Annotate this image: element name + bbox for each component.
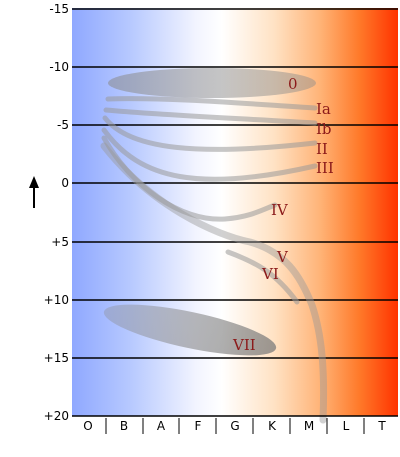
spectral-label-k: K — [268, 419, 277, 433]
y-tick-plus5: +5 — [51, 235, 69, 249]
y-tick-plus15: +15 — [44, 351, 69, 365]
band-ii — [102, 115, 318, 152]
label-class-iv: IV — [271, 201, 289, 219]
label-class-vii: VII — [232, 336, 256, 354]
band-vi — [225, 249, 300, 305]
magnitude-gridlines — [72, 8, 398, 359]
band-0 — [108, 68, 316, 98]
spectral-label-a: A — [157, 419, 166, 433]
band-main-sequence — [100, 142, 328, 424]
spectral-label-l: L — [343, 419, 350, 433]
band-ia — [105, 96, 318, 111]
spectral-label-m: M — [304, 419, 314, 433]
y-tick-plus20: +20 — [44, 409, 69, 423]
label-class-ib: Ib — [316, 120, 332, 138]
label-class-iii: III — [316, 159, 334, 177]
spectral-label-o: O — [83, 419, 92, 433]
spectral-label-t: T — [377, 419, 386, 433]
y-tick-0: 0 — [61, 176, 69, 190]
y-tick-minus5: -5 — [57, 118, 69, 132]
spectral-label-f: F — [195, 419, 202, 433]
band-ib — [103, 107, 318, 126]
y-tick-minus10: -10 — [49, 60, 69, 74]
label-class-vi: VI — [261, 265, 279, 283]
label-class-0: 0 — [288, 75, 298, 93]
spectral-label-g: G — [230, 419, 239, 433]
label-class-ia: Ia — [316, 100, 331, 118]
label-class-ii: II — [316, 140, 328, 158]
spectral-axis: O B A F G K M L T — [72, 415, 398, 434]
y-tick-minus15: -15 — [49, 2, 69, 16]
label-class-v: V — [276, 248, 289, 266]
luminosity-bands — [100, 68, 328, 424]
band-iii — [101, 127, 318, 182]
band-vii — [103, 304, 277, 356]
spectral-label-b: B — [120, 419, 128, 433]
luminosity-labels: 0 Ia Ib II III IV V VI VII — [232, 75, 334, 354]
band-iv — [101, 135, 278, 222]
y-axis-ticks: -15 -10 -5 0 +5 +10 +15 +20 — [44, 2, 69, 423]
y-tick-plus10: +10 — [44, 293, 69, 307]
arrow-up-icon — [29, 176, 39, 208]
